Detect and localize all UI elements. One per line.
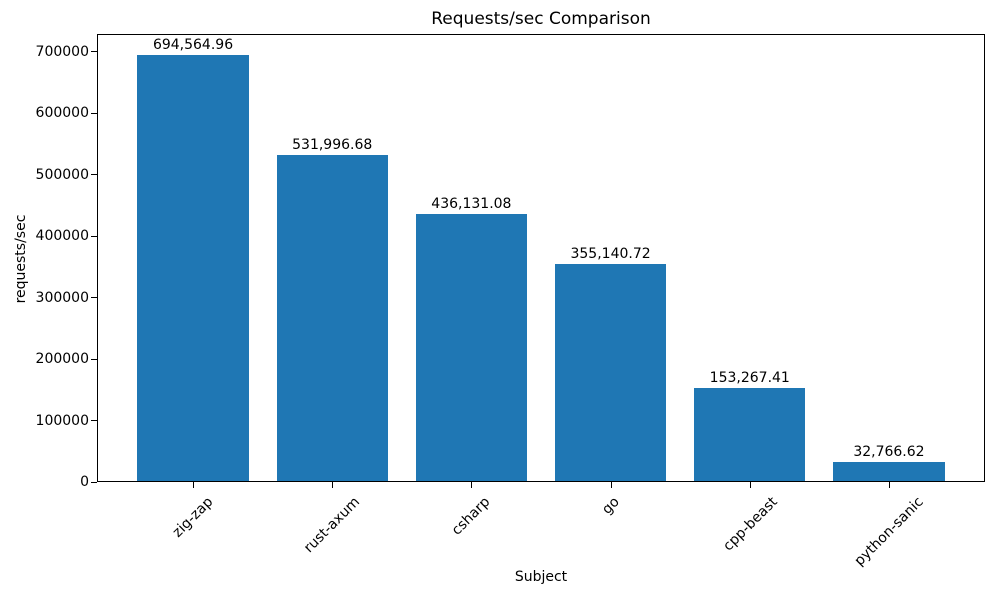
x-tick-mark [193,482,195,488]
x-tick-label: cpp-beast [719,494,781,555]
y-tick-label: 300000 [35,289,89,306]
y-tick-mark [91,297,97,299]
bar-value-label: 32,766.62 [853,443,925,460]
y-tick-mark [91,235,97,237]
bar-value-label: 153,267.41 [709,369,790,386]
y-tick-mark [91,420,97,422]
x-tick-mark [749,482,751,488]
y-tick-label: 0 [80,474,89,490]
x-tick-mark [471,482,473,488]
bar-value-label: 355,140.72 [570,245,651,262]
bar-zig-zap: 694,564.96 [137,37,249,482]
x-tick-label: csharp [449,494,494,539]
x-tick-label: go [599,494,623,518]
chart-title: Requests/sec Comparison [431,9,651,29]
bar-value-label: 694,564.96 [152,37,234,54]
bar-csharp: 436,131.08 [415,196,528,482]
bar-rust-axum: 531,996.68 [276,137,388,482]
x-tick-mark [332,482,334,488]
bar-value-label: 531,996.68 [292,137,373,154]
y-tick-mark [91,51,97,53]
x-tick-mark [888,482,890,488]
x-tick-label: python-sanic [851,494,927,570]
bar-python-sanic: 32,766.62 [833,444,945,482]
y-tick-mark [91,174,97,176]
x-tick-mark [610,482,612,488]
y-tick-label: 400000 [35,228,89,245]
plot-area: 694,564.96 531,996.68 436,131.08 355,140.72… [97,34,985,482]
x-tick-label: zig-zap [169,494,217,541]
y-tick-label: 200000 [35,351,89,368]
y-tick-mark [91,358,97,360]
y-tick-label: 600000 [35,105,89,122]
x-axis-label: Subject [514,569,568,585]
y-tick-label: 100000 [35,412,89,429]
y-tick-mark [91,112,97,114]
bar-value-label: 436,131.08 [431,196,512,213]
bar-cpp-beast: 153,267.41 [694,370,806,482]
y-tick-mark [91,481,97,483]
y-tick-label: 500000 [35,166,89,183]
y-axis-label: requests/sec [13,214,29,304]
x-tick-label: rust-axum [301,494,364,557]
y-tick-label: 700000 [35,43,89,60]
bar-go: 355,140.72 [554,246,667,482]
